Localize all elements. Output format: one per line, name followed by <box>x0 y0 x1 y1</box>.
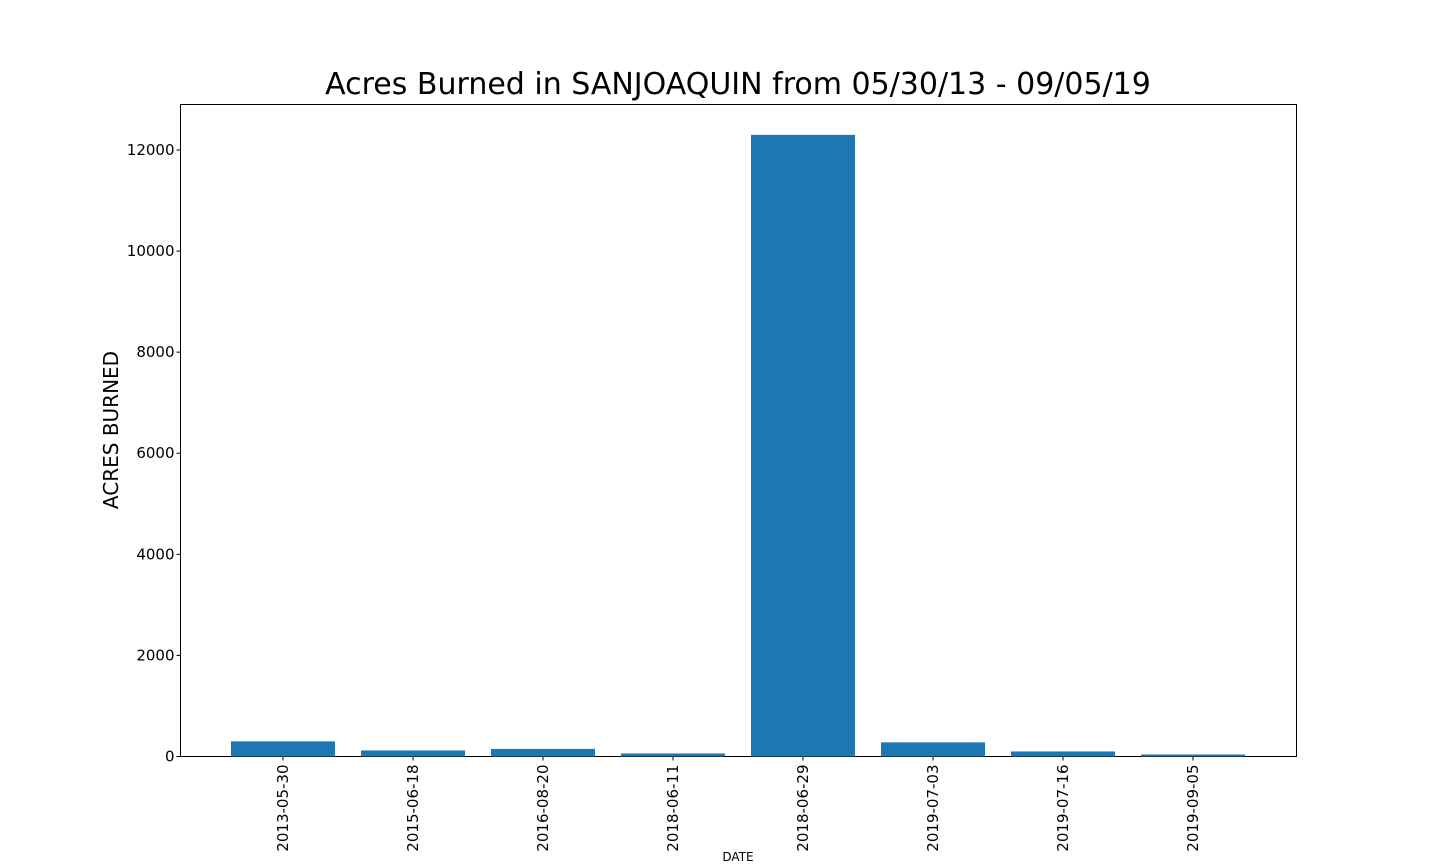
y-axis-label: ACRES BURNED <box>99 351 123 509</box>
bar <box>231 741 335 757</box>
x-tick-label: 2013-05-30 <box>274 765 292 852</box>
x-tick-label: 2015-06-18 <box>404 765 422 852</box>
y-tick-label: 2000 <box>136 646 174 664</box>
bar <box>1141 754 1245 757</box>
bar <box>491 748 595 757</box>
bar <box>881 742 985 757</box>
chart-title: Acres Burned in SANJOAQUIN from 05/30/13… <box>325 67 1151 102</box>
plot-area <box>180 104 1297 757</box>
bar <box>361 750 465 757</box>
x-tick-label: 2016-08-20 <box>534 765 552 852</box>
y-axis-ticks: 0 2000 4000 6000 8000 10000 12000 <box>127 141 181 766</box>
y-tick-label: 8000 <box>136 343 174 361</box>
y-tick-label: 12000 <box>127 141 175 159</box>
x-tick-label: 2019-09-05 <box>1184 765 1202 852</box>
y-tick-label: 0 <box>165 748 175 766</box>
x-axis-label: DATE <box>722 850 753 864</box>
bar <box>751 134 855 757</box>
y-tick-label: 6000 <box>136 444 174 462</box>
bar <box>621 753 725 757</box>
bar <box>1011 751 1115 757</box>
x-tick-label: 2019-07-03 <box>924 765 942 852</box>
y-tick-label: 10000 <box>127 242 175 260</box>
y-tick-label: 4000 <box>136 545 174 563</box>
bars-group <box>231 134 1245 757</box>
x-axis-ticks: 2013-05-30 2015-06-18 2016-08-20 2018-06-11… <box>274 756 1202 852</box>
x-tick-label: 2018-06-29 <box>794 765 812 852</box>
x-tick-label: 2018-06-11 <box>664 765 682 852</box>
x-tick-label: 2019-07-16 <box>1054 765 1072 852</box>
